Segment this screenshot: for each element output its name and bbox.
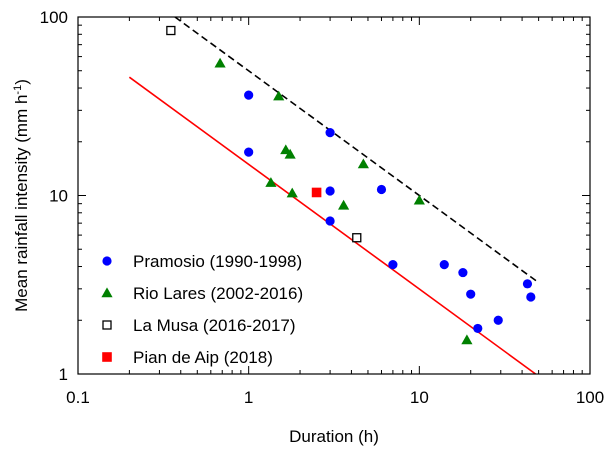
y-axis-label: Mean rainfall intensity (mm h-1) — [12, 79, 31, 312]
legend-label: Pian de Aip (2018) — [133, 348, 273, 367]
data-point-series1-2 — [244, 147, 254, 157]
x-tick-label: 100 — [576, 388, 604, 407]
data-point-series2-7 — [338, 199, 350, 210]
data-point-series2-8 — [357, 158, 369, 169]
data-point-series1-4 — [325, 186, 335, 196]
data-point-series1-1 — [244, 90, 254, 100]
legend: Pramosio (1990-1998) Rio Lares (2002-2016… — [101, 252, 303, 367]
y-axis-label-main: Mean rainfall intensity (mm h — [12, 95, 31, 312]
data-point-series2-2 — [273, 90, 285, 101]
data-point-series2-9 — [413, 194, 425, 205]
data-point-series2-3 — [265, 177, 277, 187]
data-point-series3-1 — [166, 25, 176, 36]
legend-label: Rio Lares (2002-2016) — [133, 284, 303, 303]
data-point-series1-6 — [376, 184, 387, 195]
threshold-lines — [128, 17, 540, 374]
legend-label: La Musa (2016-2017) — [133, 316, 296, 335]
x-tick-label: 1 — [244, 388, 253, 407]
data-point-series1-14 — [526, 292, 536, 302]
y-tick-label: 100 — [40, 8, 68, 27]
axis-ticks: 0.1 1 10 100 1 10 100 — [40, 8, 605, 407]
data-point-series1-10 — [466, 289, 476, 299]
dashed-threshold-line — [174, 17, 540, 284]
data-point-series1-5 — [325, 216, 335, 226]
data-point-series1-9 — [458, 267, 468, 278]
data-point-series2-5 — [284, 148, 296, 159]
legend-label: Pramosio (1990-1998) — [133, 252, 302, 271]
y-axis-label-sup: -1 — [12, 85, 24, 95]
data-point-series1-12 — [493, 315, 503, 325]
data-point-series1-7 — [388, 260, 398, 270]
data-point-series1-11 — [473, 323, 483, 334]
x-tick-label: 10 — [410, 388, 429, 407]
data-points — [166, 25, 536, 345]
y-axis-label-close: ) — [12, 79, 31, 85]
data-point-series2-6 — [286, 187, 298, 198]
data-point-series3-2 — [352, 233, 362, 243]
y-tick-label: 10 — [49, 187, 68, 206]
data-point-series2-1 — [214, 57, 226, 68]
x-tick-label: 0.1 — [66, 388, 90, 407]
legend-marker-series1 — [102, 256, 112, 266]
solid-threshold-line — [128, 76, 537, 374]
x-axis-label: Duration (h) — [289, 427, 379, 446]
legend-marker-series4 — [102, 352, 112, 362]
data-point-series1-3 — [325, 128, 335, 138]
data-point-series2-10 — [461, 334, 473, 345]
legend-marker-series2 — [101, 287, 113, 298]
data-point-series1-13 — [522, 279, 533, 289]
y-tick-label: 1 — [59, 365, 68, 384]
data-point-series1-8 — [439, 260, 449, 270]
data-point-series4-1 — [311, 187, 322, 198]
legend-marker-series3 — [102, 320, 112, 330]
